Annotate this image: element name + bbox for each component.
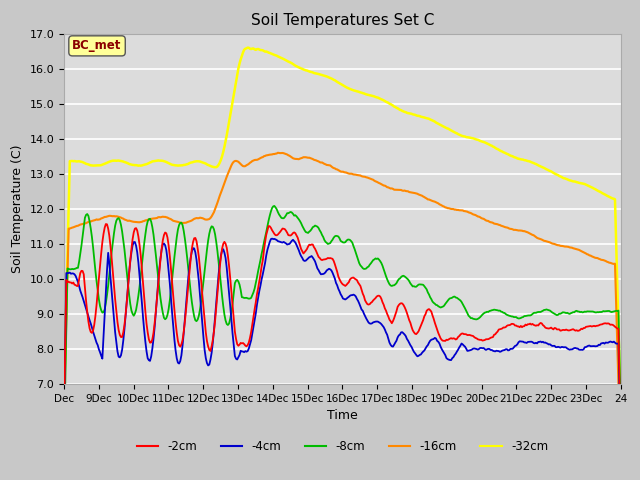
Title: Soil Temperatures Set C: Soil Temperatures Set C — [251, 13, 434, 28]
Y-axis label: Soil Temperature (C): Soil Temperature (C) — [11, 144, 24, 273]
X-axis label: Time: Time — [327, 409, 358, 422]
Legend: -2cm, -4cm, -8cm, -16cm, -32cm: -2cm, -4cm, -8cm, -16cm, -32cm — [132, 435, 553, 458]
Text: BC_met: BC_met — [72, 39, 122, 52]
